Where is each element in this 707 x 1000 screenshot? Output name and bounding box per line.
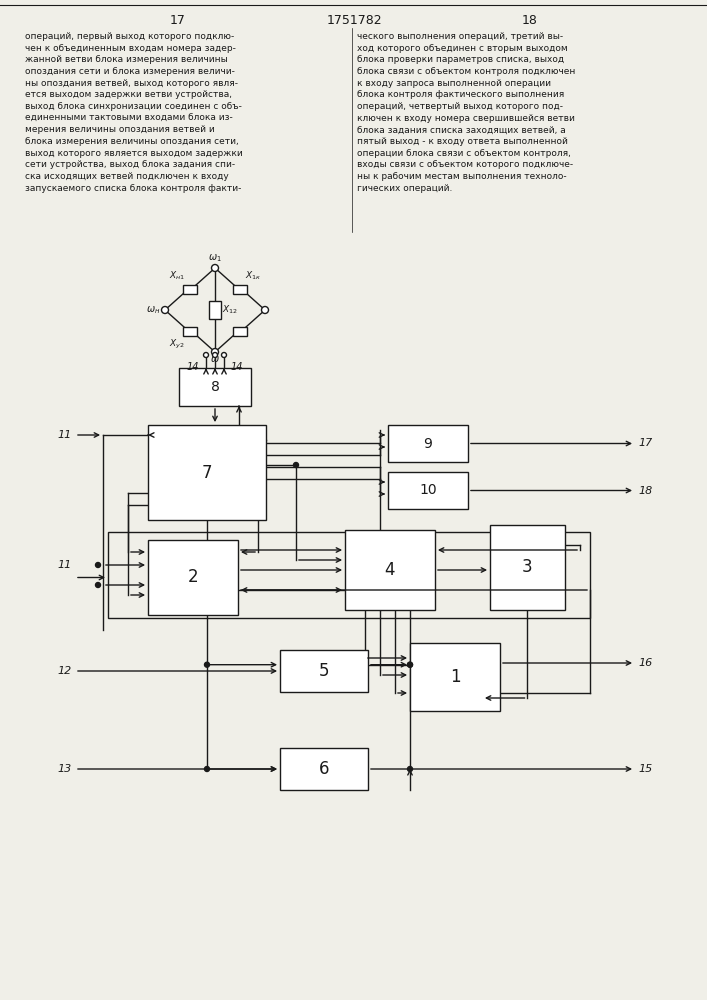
Circle shape (407, 766, 412, 772)
Text: 1: 1 (450, 668, 460, 686)
Text: 16: 16 (638, 658, 653, 668)
Text: 14: 14 (230, 362, 243, 372)
Text: $X_{y2}$: $X_{y2}$ (169, 338, 185, 351)
Circle shape (407, 662, 412, 667)
Text: 11: 11 (58, 560, 72, 570)
Text: $X_{12}$: $X_{12}$ (222, 304, 238, 316)
Text: 4: 4 (385, 561, 395, 579)
Text: операций, первый выход которого подклю-
чен к объединенным входам номера задер-
: операций, первый выход которого подклю- … (25, 32, 243, 193)
Bar (233, 284, 247, 294)
Text: 18: 18 (638, 486, 653, 495)
Text: $\omega$: $\omega$ (210, 354, 220, 364)
Text: 11: 11 (58, 430, 72, 440)
Text: 5: 5 (319, 662, 329, 680)
Circle shape (293, 462, 298, 468)
Text: 1751782: 1751782 (326, 13, 382, 26)
Text: $\omega_1$: $\omega_1$ (208, 252, 222, 264)
Circle shape (95, 582, 100, 587)
Bar (209, 301, 221, 319)
Bar (183, 326, 197, 336)
Circle shape (95, 562, 100, 568)
Bar (233, 326, 247, 336)
Bar (148, 540, 238, 615)
Circle shape (407, 662, 412, 667)
Text: 15: 15 (638, 764, 653, 774)
Circle shape (204, 766, 209, 772)
Text: 2: 2 (187, 568, 198, 586)
Text: $\omega_н$: $\omega_н$ (146, 304, 160, 316)
Text: ческого выполнения операций, третий вы-
ход которого объединен с вторым выходом
: ческого выполнения операций, третий вы- … (357, 32, 575, 193)
Bar (388, 472, 468, 509)
Circle shape (204, 353, 209, 358)
Circle shape (161, 306, 168, 314)
Bar (388, 425, 468, 462)
Bar (183, 284, 197, 294)
Text: 6: 6 (319, 760, 329, 778)
Text: 17: 17 (170, 13, 186, 26)
Bar (108, 532, 590, 618)
Text: $X_{н1}$: $X_{н1}$ (169, 269, 185, 282)
Bar (148, 425, 266, 520)
Circle shape (204, 662, 209, 667)
Text: 10: 10 (419, 484, 437, 497)
Text: 17: 17 (638, 438, 653, 448)
Text: 13: 13 (58, 764, 72, 774)
Text: 3: 3 (522, 558, 533, 576)
Bar (179, 368, 251, 406)
Circle shape (211, 349, 218, 356)
Circle shape (211, 264, 218, 271)
Text: 7: 7 (201, 464, 212, 482)
Circle shape (213, 353, 218, 358)
Text: 8: 8 (211, 380, 219, 394)
Circle shape (221, 353, 226, 358)
Text: 14: 14 (187, 362, 199, 372)
Text: 12: 12 (58, 666, 72, 676)
Circle shape (262, 306, 269, 314)
Bar (280, 650, 368, 692)
Text: 18: 18 (522, 13, 538, 26)
Text: $X_{1к}$: $X_{1к}$ (245, 269, 262, 282)
Text: 9: 9 (423, 436, 433, 450)
Bar (345, 530, 435, 610)
Bar (490, 525, 565, 610)
Bar (280, 748, 368, 790)
Bar (410, 643, 500, 711)
